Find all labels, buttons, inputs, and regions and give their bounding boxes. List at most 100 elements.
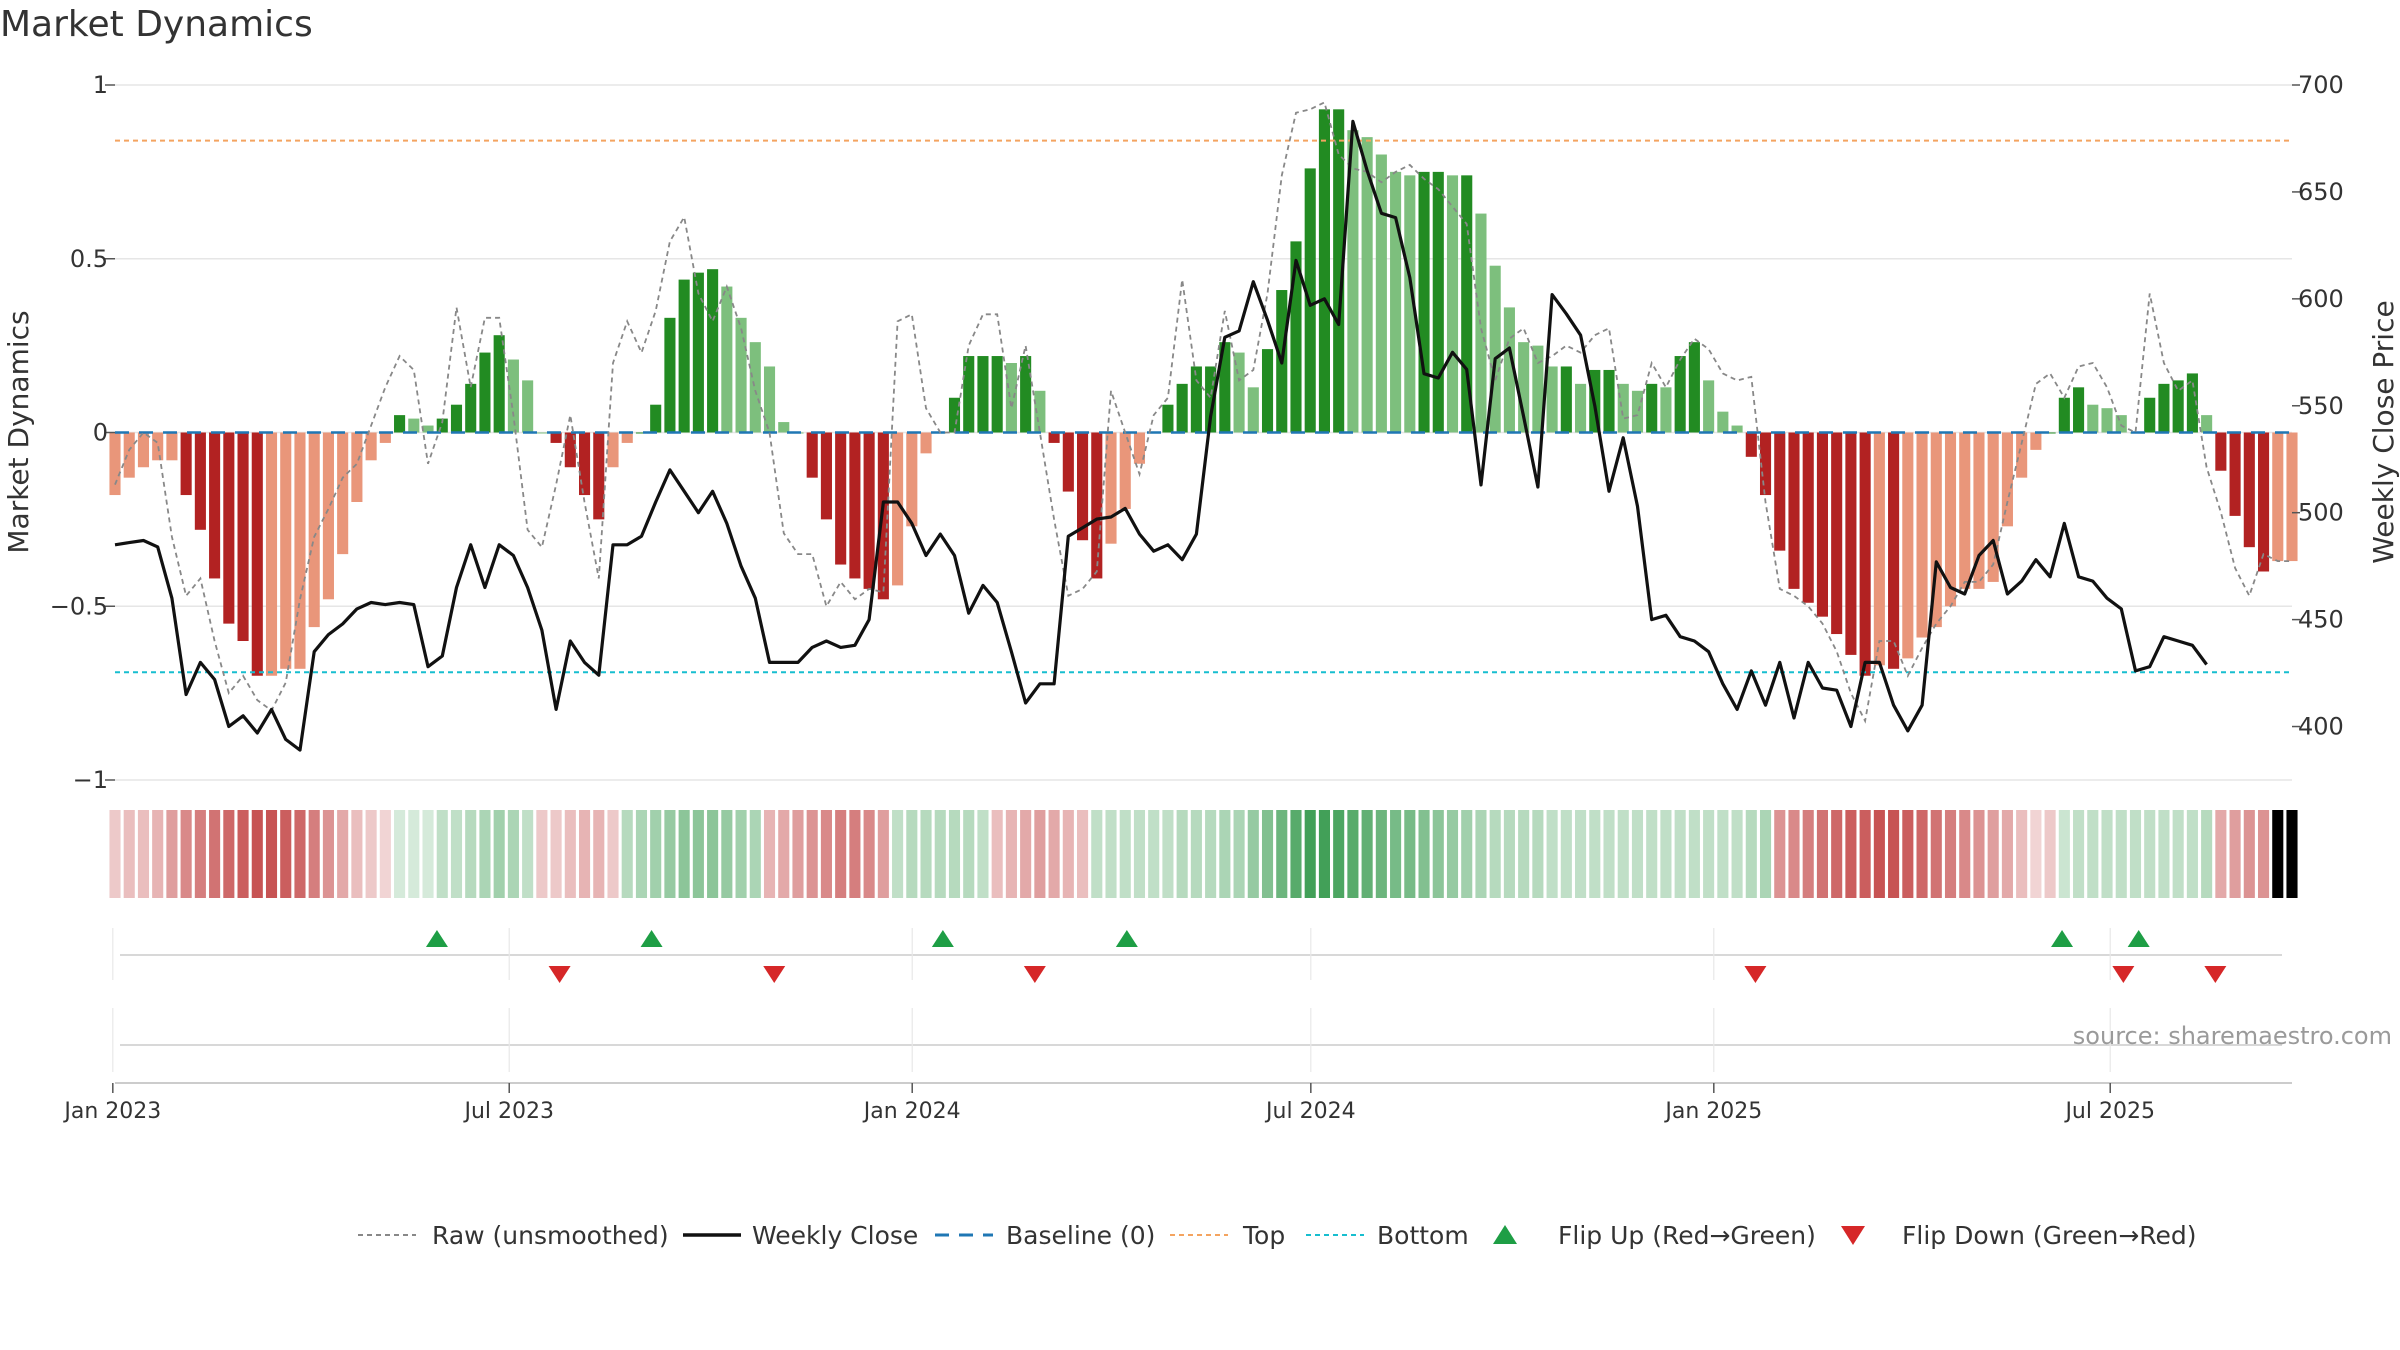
dynamics-bar: [280, 432, 292, 669]
strip-cell: [1802, 810, 1814, 898]
bars-group: [109, 109, 2298, 676]
dynamics-bar: [920, 432, 932, 454]
strip-cell: [1703, 810, 1715, 898]
strip-cell: [109, 810, 121, 898]
strip-cell: [1617, 810, 1629, 898]
strip-cell: [1020, 810, 1032, 898]
strip-cell: [550, 810, 562, 898]
strip-cell: [137, 810, 150, 898]
dynamics-bar: [721, 286, 733, 433]
strip-cell: [1546, 810, 1558, 898]
dynamics-bar: [2058, 397, 2070, 433]
dynamics-bar: [863, 432, 875, 589]
dynamics-bar: [2115, 415, 2127, 433]
dynamics-bar: [1816, 432, 1829, 617]
dynamics-bar: [650, 404, 662, 433]
dynamics-bar: [1034, 390, 1046, 433]
strip-cell: [2243, 810, 2255, 898]
y2-tick-label: 550: [2298, 392, 2344, 420]
flip-up-marker: [2127, 930, 2150, 947]
strip-cell: [1190, 810, 1202, 898]
dynamics-bar: [607, 432, 619, 468]
flip-down-marker: [1744, 966, 1767, 983]
dynamics-bar: [2101, 408, 2113, 433]
strip-cell: [835, 810, 847, 898]
dynamics-bar: [1859, 432, 1871, 676]
dynamics-bar: [2257, 432, 2270, 572]
strip-cell: [465, 810, 477, 898]
dynamics-bar: [1674, 356, 1686, 433]
strip-cell: [2115, 810, 2127, 898]
strip-cell: [2044, 810, 2056, 898]
strip-cell: [2229, 810, 2241, 898]
dynamics-bar: [635, 432, 648, 434]
strip-cell: [692, 810, 704, 898]
dynamics-bar: [1105, 432, 1117, 544]
strip-cell: [1233, 810, 1245, 898]
dynamics-bar: [1162, 404, 1174, 433]
dynamics-bar: [692, 272, 704, 433]
strip-cell: [351, 810, 363, 898]
strip-cell: [1247, 810, 1259, 898]
strip-cell: [1759, 810, 1772, 898]
strip-cell: [1575, 810, 1587, 898]
dynamics-bar: [465, 383, 477, 433]
strip-cell: [1774, 810, 1786, 898]
dynamics-bar: [593, 432, 605, 520]
strip-cell: [1034, 810, 1046, 898]
dynamics-bar: [1518, 342, 1530, 433]
strip-cell: [1219, 810, 1231, 898]
dynamics-bar: [1503, 307, 1515, 433]
legend-baseline-label: Baseline (0): [1006, 1221, 1155, 1250]
strip-cell: [963, 810, 975, 898]
strip-cell: [1902, 810, 1914, 898]
strip-cell: [806, 810, 818, 898]
strip-cell: [1959, 810, 1971, 898]
dynamics-bar: [1759, 432, 1772, 496]
strip-cell: [294, 810, 306, 898]
strip-cell: [1503, 810, 1515, 898]
dynamics-bar: [1290, 241, 1302, 433]
strip-cell: [1731, 810, 1743, 898]
dynamics-bar: [265, 432, 278, 676]
strip-cell: [436, 810, 448, 898]
legend-raw-label: Raw (unsmoothed): [432, 1221, 669, 1250]
flip-down-marker: [548, 966, 571, 983]
dynamics-bar: [536, 432, 548, 434]
strip-cell: [1518, 810, 1530, 898]
dynamics-bar: [1219, 342, 1231, 433]
dynamics-bar: [1646, 383, 1658, 433]
dynamics-bar: [2286, 432, 2298, 562]
strip-cell: [849, 810, 861, 898]
strip-cell: [2144, 810, 2156, 898]
dynamics-bar: [1461, 175, 1473, 433]
strip-cell: [1333, 810, 1345, 898]
dynamics-bar: [308, 432, 320, 628]
strip-cell: [1888, 810, 1900, 898]
dynamics-bar: [1546, 366, 1558, 433]
dynamics-bar: [1432, 171, 1444, 433]
dynamics-bar: [123, 432, 135, 478]
dynamics-bar: [237, 432, 249, 641]
y2-tick-label: 500: [2298, 499, 2344, 527]
y-tick-label: −0.5: [50, 592, 108, 620]
dynamics-bar: [1190, 366, 1202, 433]
legend-top-label: Top: [1242, 1221, 1285, 1250]
dynamics-bar: [422, 425, 434, 433]
dynamics-bar: [2186, 373, 2198, 433]
strip-cell: [450, 810, 463, 898]
x-tick-label: Jan 2025: [1663, 1099, 1762, 1124]
flip-down-marker: [2204, 966, 2227, 983]
strip-cell: [308, 810, 320, 898]
strip-cell: [1674, 810, 1686, 898]
strip-cell: [1461, 810, 1473, 898]
dynamics-bar: [1333, 109, 1345, 433]
strip-cell: [1873, 810, 1885, 898]
strip-cell: [1304, 810, 1316, 898]
dynamics-bar: [806, 432, 818, 478]
dynamics-bar: [1390, 171, 1402, 433]
strip-cell: [877, 810, 889, 898]
strip-cell: [1859, 810, 1871, 898]
dynamics-bar: [1774, 432, 1786, 551]
